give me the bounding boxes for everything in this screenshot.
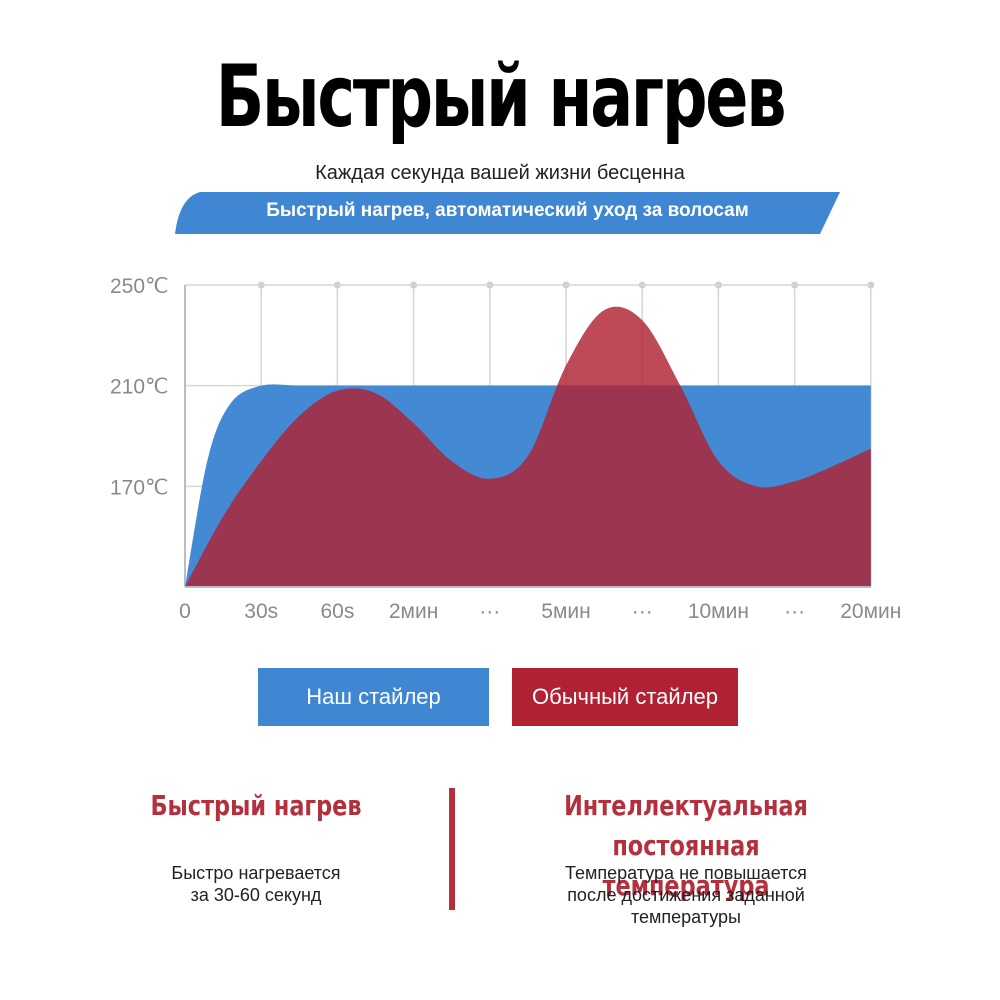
feature-divider [449,788,455,910]
feature-fast-heating-desc: Быстро нагревается за 30-60 секунд [171,863,341,905]
x-tick-label: 60s [320,600,354,623]
series-area-regular [185,306,871,587]
feature-fast-heating-title: Быстрый нагрев [150,789,362,822]
x-tick-label: ··· [784,600,805,623]
x-tick-label: 30s [244,600,278,623]
x-tick-label: 5мин [541,600,590,623]
y-tick-label: 210℃ [110,376,169,399]
x-tick-label: ··· [632,600,653,623]
legend-ours: Наш стайлер [258,668,489,726]
feature-constant-temp-title: Интеллектуальная постоянная температура [564,789,808,902]
temperature-chart: 250℃ 210℃ 170℃ 0 30s 60s 2мин ··· 5мин ··· 10мин ··… [110,275,901,623]
legend-regular-label: Обычный стайлер [531,684,718,709]
y-tick-label: 170℃ [110,476,169,499]
legend-ours-label: Наш стайлер [306,684,441,709]
x-tick-label: 10мин [688,600,749,623]
y-tick-label: 250℃ [110,275,169,298]
feature-constant-temp-desc: Температура не повышается после достижен… [565,863,807,927]
legend-regular: Обычный стайлер [512,668,738,726]
banner-background [175,192,840,234]
x-tick-label: 0 [179,600,191,623]
page-title: Быстрый нагрев [215,47,787,147]
x-tick-label: 2мин [389,600,438,623]
page-subtitle: Каждая секунда вашей жизни бесценна [315,162,685,184]
x-tick-label: 20мин [840,600,901,623]
banner-text: Быстрый нагрев, автоматический уход за в… [266,200,749,221]
x-tick-label: ··· [479,600,500,623]
